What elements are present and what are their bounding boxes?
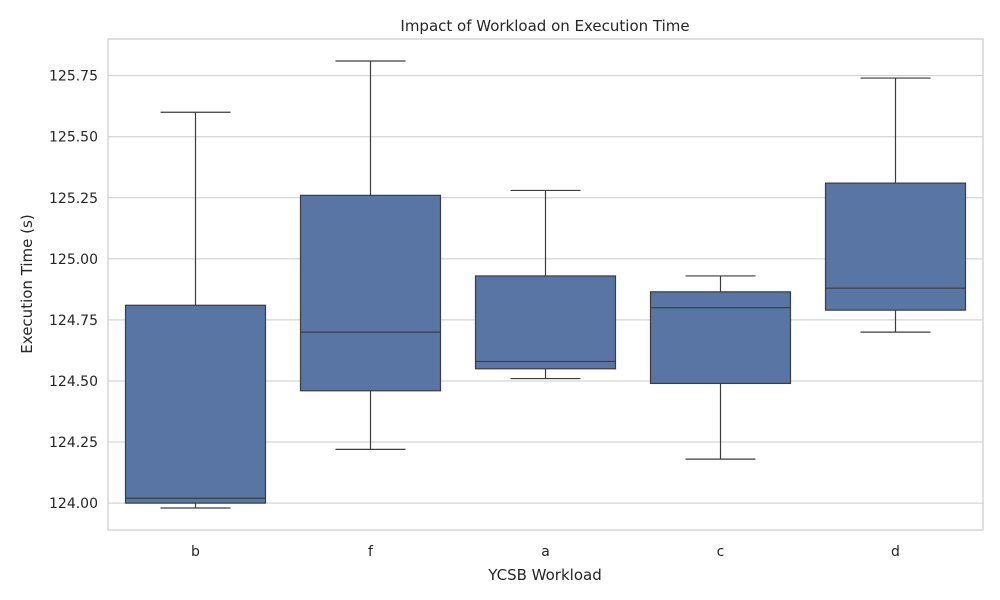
iqr-box <box>649 291 792 385</box>
y-axis-label: Execution Time (s) <box>18 214 36 353</box>
x-axis-label: YCSB Workload <box>487 566 601 584</box>
y-tick-label: 125.25 <box>49 191 98 207</box>
chart-title: Impact of Workload on Execution Time <box>400 17 689 35</box>
y-tick-label: 125.50 <box>49 130 98 146</box>
box-group-b <box>124 111 267 509</box>
x-tick-label: c <box>717 544 725 560</box>
box-group-f <box>299 60 442 450</box>
boxes <box>124 60 967 509</box>
y-tick-label: 124.25 <box>49 435 98 451</box>
y-tick-label: 124.00 <box>49 496 98 512</box>
iqr-box <box>824 182 967 311</box>
y-tick-labels: 124.00 124.25 124.50 124.75 125.00 125.25 125.… <box>49 69 98 512</box>
x-tick-label: a <box>541 544 550 560</box>
box-group-a <box>474 189 617 380</box>
box-group-d <box>824 77 967 333</box>
x-tick-label: f <box>368 544 374 560</box>
y-tick-label: 125.00 <box>49 252 98 268</box>
y-tick-label: 125.75 <box>49 69 98 85</box>
box-group-c <box>649 275 792 460</box>
plot-frame <box>107 38 984 531</box>
x-tick-label: d <box>891 544 900 560</box>
x-tick-label: b <box>191 544 200 560</box>
y-tick-label: 124.50 <box>49 374 98 390</box>
iqr-box <box>299 194 442 392</box>
iqr-box <box>474 275 617 370</box>
y-tick-label: 124.75 <box>49 313 98 329</box>
iqr-box <box>124 304 267 504</box>
